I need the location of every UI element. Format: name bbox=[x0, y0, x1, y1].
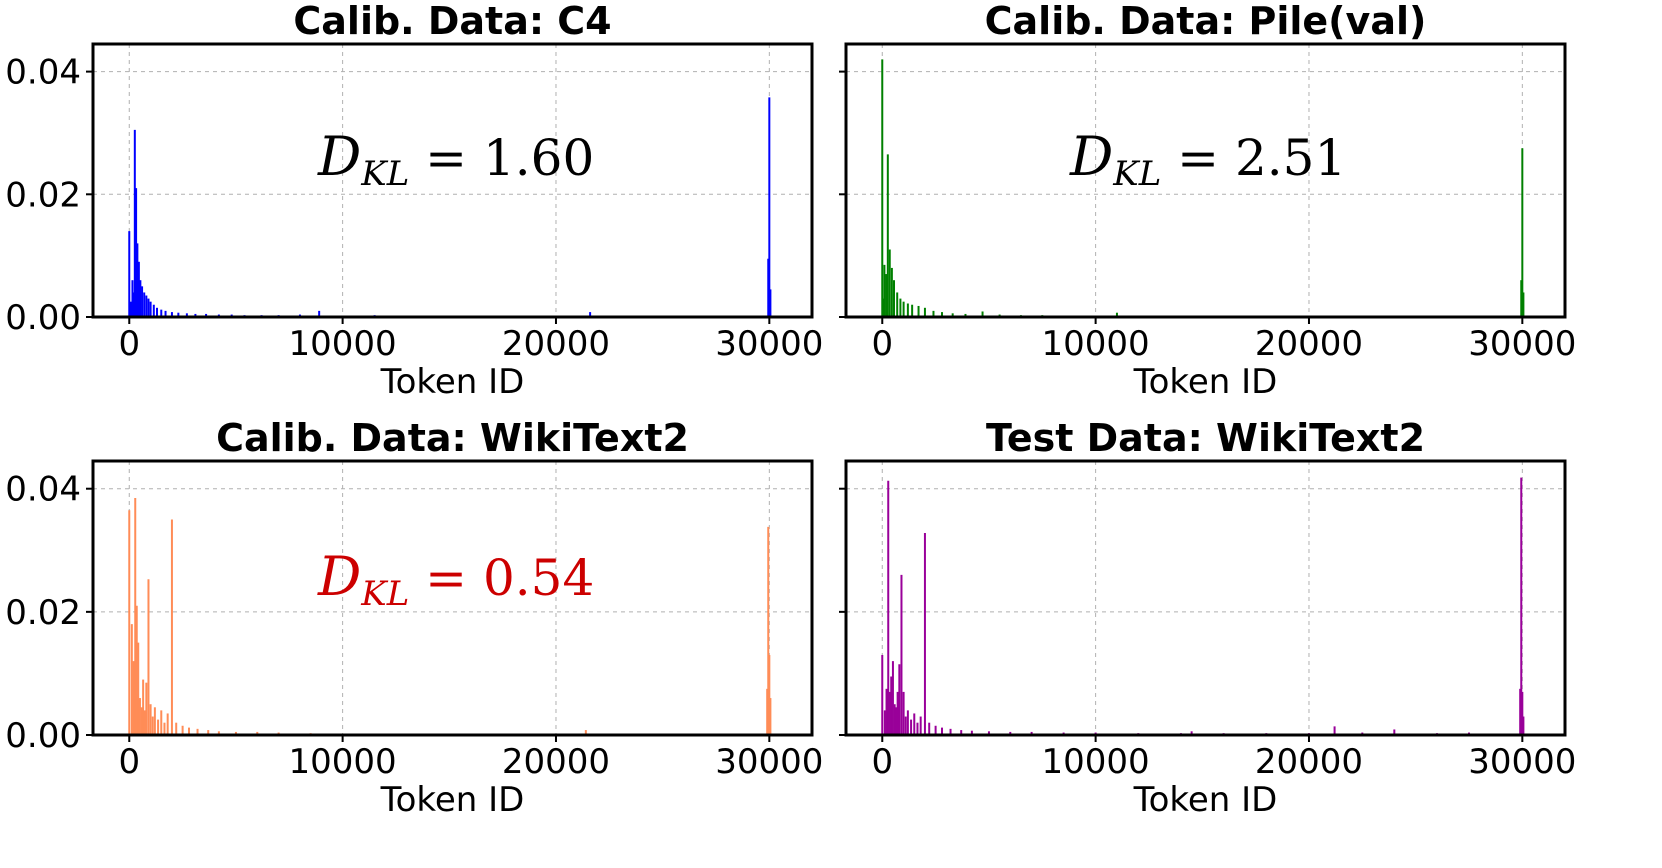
kl-annotation: DKL = 0.54 bbox=[317, 545, 594, 614]
chart-panel-3: Calib. Data: WikiText2 0 10000 20000 30000 0.… bbox=[5, 416, 823, 820]
x-tick-label: 30000 bbox=[1468, 742, 1576, 782]
kl-annotation: DKL = 2.51 bbox=[1069, 125, 1346, 194]
x-tick-label: 30000 bbox=[1468, 324, 1576, 364]
x-axis-label: Token ID bbox=[380, 362, 525, 402]
axes-frame bbox=[91, 459, 814, 737]
chart-title: Test Data: WikiText2 bbox=[986, 416, 1425, 460]
x-axis-label: Token ID bbox=[380, 780, 525, 820]
y-tick-label: 0.04 bbox=[5, 53, 81, 93]
x-tick-label: 10000 bbox=[1042, 324, 1150, 364]
x-tick-label: 10000 bbox=[1042, 742, 1150, 782]
x-axis-label: Token ID bbox=[1133, 362, 1278, 402]
chart-panel-4: Test Data: WikiText2 0 10000 20000 30000 Toke… bbox=[839, 416, 1576, 820]
x-tick-label: 30000 bbox=[715, 324, 823, 364]
axes-frame bbox=[844, 42, 1567, 319]
x-axis-label: Token ID bbox=[1133, 780, 1278, 820]
axes-frame bbox=[91, 42, 814, 319]
chart-title: Calib. Data: Pile(val) bbox=[985, 0, 1427, 43]
x-tick-label: 20000 bbox=[1255, 742, 1363, 782]
kl-annotation: DKL = 1.60 bbox=[317, 125, 594, 194]
x-tick-label: 10000 bbox=[289, 324, 397, 364]
y-tick-label: 0.02 bbox=[5, 175, 81, 215]
y-tick-label: 0.04 bbox=[5, 470, 81, 510]
x-tick-label: 30000 bbox=[715, 742, 823, 782]
x-tick-label: 20000 bbox=[1255, 324, 1363, 364]
x-tick-label: 20000 bbox=[502, 324, 610, 364]
x-tick-label: 0 bbox=[871, 742, 893, 782]
chart-panel-1: Calib. Data: C4 0 10000 20000 30000 0.00 0.02 0… bbox=[5, 0, 823, 402]
axes-frame bbox=[844, 459, 1567, 737]
y-tick-label: 0.02 bbox=[5, 593, 81, 633]
chart-title: Calib. Data: WikiText2 bbox=[216, 416, 689, 460]
x-tick-label: 0 bbox=[118, 324, 140, 364]
x-tick-label: 20000 bbox=[502, 742, 610, 782]
x-tick-label: 10000 bbox=[289, 742, 397, 782]
chart-title: Calib. Data: C4 bbox=[293, 0, 611, 43]
x-tick-label: 0 bbox=[871, 324, 893, 364]
y-tick-label: 0.00 bbox=[5, 298, 81, 338]
y-tick-label: 0.00 bbox=[5, 716, 81, 756]
chart-panel-2: Calib. Data: Pile(val) 0 10000 20000 30000 To… bbox=[839, 0, 1576, 402]
x-tick-label: 0 bbox=[118, 742, 140, 782]
